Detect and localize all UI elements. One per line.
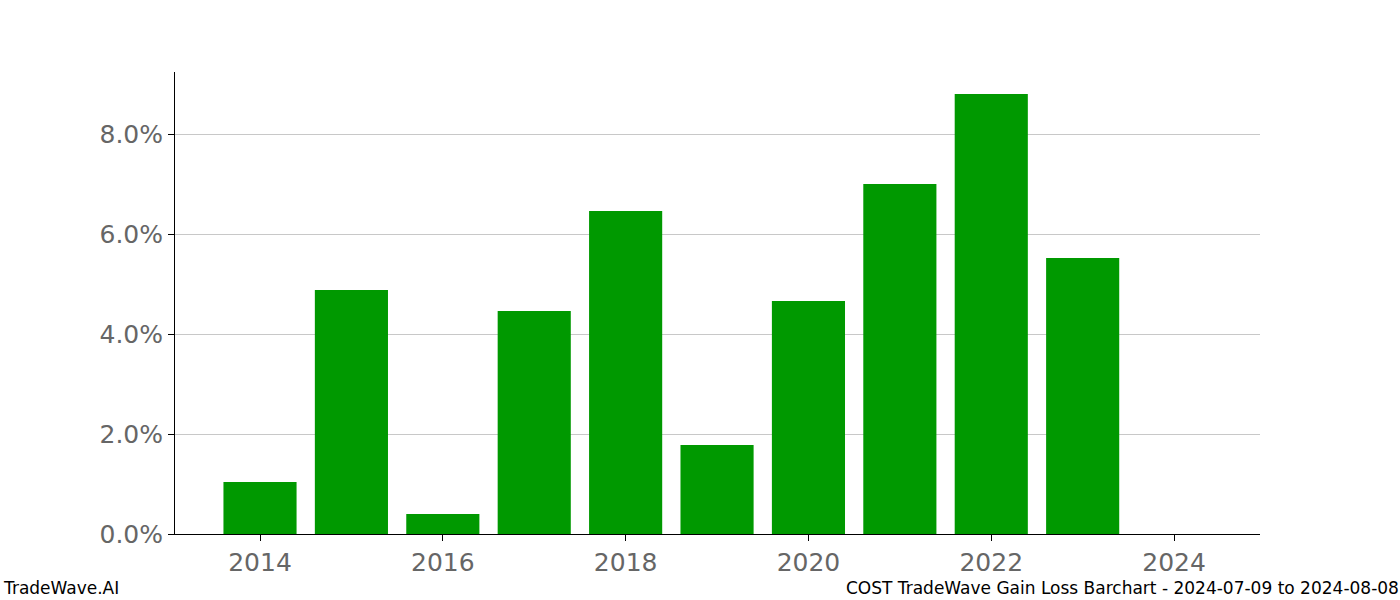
svg-text:0.0%: 0.0% — [99, 520, 163, 549]
svg-text:2.0%: 2.0% — [99, 420, 163, 449]
svg-text:2020: 2020 — [777, 548, 841, 577]
svg-text:2016: 2016 — [411, 548, 475, 577]
svg-text:TradeWave.AI: TradeWave.AI — [3, 578, 119, 598]
svg-text:6.0%: 6.0% — [99, 220, 163, 249]
svg-text:8.0%: 8.0% — [99, 120, 163, 149]
svg-text:2018: 2018 — [594, 548, 658, 577]
svg-text:2022: 2022 — [959, 548, 1023, 577]
svg-text:COST TradeWave Gain Loss Barch: COST TradeWave Gain Loss Barchart - 2024… — [846, 578, 1399, 598]
svg-text:2014: 2014 — [228, 548, 292, 577]
svg-text:2024: 2024 — [1142, 548, 1206, 577]
svg-text:4.0%: 4.0% — [99, 320, 163, 349]
